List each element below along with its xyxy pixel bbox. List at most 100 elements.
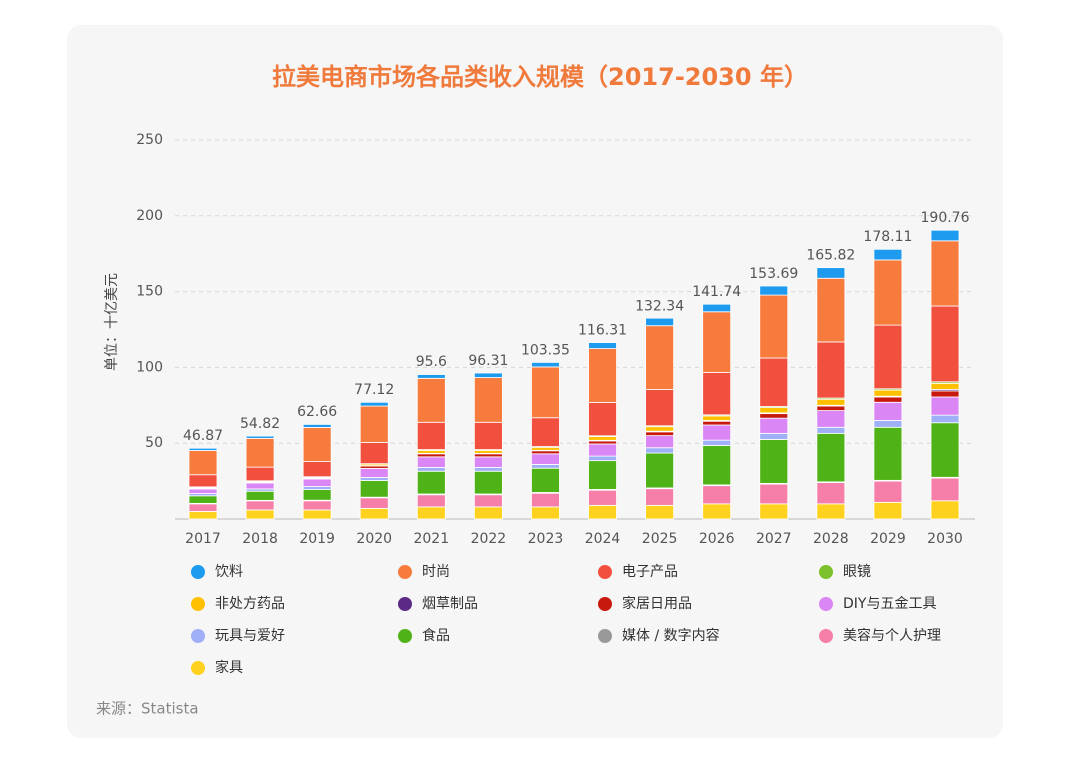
bar-segment xyxy=(245,500,275,511)
bar-segment xyxy=(416,470,446,495)
total-label: 46.87 xyxy=(183,428,223,444)
bar-segment xyxy=(473,453,503,458)
x-tick-label: 2024 xyxy=(585,531,621,547)
bar-segment xyxy=(645,435,675,449)
bar-segment xyxy=(531,361,560,368)
bar-segment xyxy=(416,377,446,423)
bar-segment xyxy=(245,509,275,520)
legend-marker xyxy=(191,629,205,643)
y-tick-label: 250 xyxy=(136,132,163,148)
legend-marker xyxy=(598,629,612,643)
total-label: 132.34 xyxy=(635,298,684,314)
bar-segment xyxy=(531,467,560,493)
bar-segment xyxy=(473,372,503,378)
bar-segment xyxy=(873,501,903,520)
bar-segment xyxy=(416,456,446,468)
bar-segment xyxy=(702,415,732,421)
bar-segment xyxy=(873,248,903,261)
bar-segment xyxy=(188,495,218,504)
legend-label: 媒体 / 数字内容 xyxy=(622,627,720,644)
legend-label: 家居日用品 xyxy=(622,595,692,612)
bar-segment xyxy=(416,374,446,379)
bar-segment xyxy=(759,413,789,419)
total-label: 190.76 xyxy=(921,210,970,226)
total-label: 95.6 xyxy=(416,354,447,370)
x-tick-label: 2027 xyxy=(756,531,792,547)
bar-segment xyxy=(816,341,846,399)
bar-segment xyxy=(930,477,960,502)
bar-segment xyxy=(873,396,903,403)
bar-segment xyxy=(416,449,446,454)
legend-label: 美容与个人护理 xyxy=(843,627,941,644)
legend-label: 眼镜 xyxy=(843,564,871,580)
bar-segment xyxy=(359,442,389,465)
bar-segment xyxy=(359,477,389,481)
bar-segment xyxy=(645,317,675,327)
total-label: 141.74 xyxy=(692,284,741,300)
bar-segment xyxy=(531,450,560,455)
bar-segment xyxy=(759,432,789,440)
x-tick-label: 2021 xyxy=(413,531,449,547)
bar-segment xyxy=(588,440,617,445)
bar-segment xyxy=(645,488,675,506)
bar-segment xyxy=(302,478,332,487)
total-label: 178.11 xyxy=(863,229,912,245)
bar-segment xyxy=(188,511,218,520)
bar-segment xyxy=(588,489,617,506)
bar-segment xyxy=(359,480,389,498)
bar-segment xyxy=(302,489,332,501)
legend-marker xyxy=(398,565,412,579)
bar-segment xyxy=(816,267,846,279)
bar-segment xyxy=(188,488,218,494)
bar-segment xyxy=(359,405,389,443)
legend-marker xyxy=(819,597,833,611)
legend-marker xyxy=(191,565,205,579)
bar-segment xyxy=(245,482,275,490)
bar-segment xyxy=(702,420,732,426)
bar-segment xyxy=(188,447,218,451)
bar-segment xyxy=(188,503,218,512)
x-tick-label: 2025 xyxy=(642,531,678,547)
bar-segment xyxy=(531,492,560,508)
x-tick-label: 2029 xyxy=(870,531,906,547)
bar-segment xyxy=(245,437,275,468)
legend-label: 电子产品 xyxy=(622,564,678,580)
bar-segment xyxy=(873,324,903,390)
bar-segment xyxy=(188,450,218,476)
chart-title: 拉美电商市场各品类收入规模（2017-2030 年） xyxy=(272,63,808,91)
bar-segment xyxy=(873,389,903,397)
bar-segment xyxy=(531,453,560,465)
legend-marker xyxy=(398,597,412,611)
bar-segment xyxy=(416,506,446,520)
legend-marker xyxy=(191,597,205,611)
bar-segment xyxy=(531,446,560,451)
bar-segment xyxy=(416,494,446,508)
bar-segment xyxy=(702,372,732,416)
bar-segment xyxy=(302,424,332,428)
bar-segment xyxy=(645,325,675,390)
bar-segment xyxy=(873,401,903,421)
bar-segment xyxy=(930,229,960,242)
bar-segment xyxy=(473,377,503,423)
bar-segment xyxy=(588,402,617,437)
bar-segment xyxy=(245,435,275,439)
y-tick-label: 150 xyxy=(136,284,163,300)
legend-marker xyxy=(598,565,612,579)
bar-segment xyxy=(873,420,903,428)
bar-segment xyxy=(302,461,332,478)
bar-segment xyxy=(759,294,789,359)
y-tick-label: 50 xyxy=(145,435,163,451)
total-label: 96.31 xyxy=(468,353,508,369)
bar-segment xyxy=(930,240,960,307)
bar-segment xyxy=(702,424,732,441)
bar-segment xyxy=(759,417,789,434)
bar-segment xyxy=(645,452,675,489)
total-label: 54.82 xyxy=(240,416,280,432)
x-tick-label: 2018 xyxy=(242,531,278,547)
bar-segment xyxy=(930,422,960,478)
bar-segment xyxy=(816,482,846,505)
y-tick-label: 200 xyxy=(136,208,163,224)
total-label: 153.69 xyxy=(749,266,798,282)
bar-segment xyxy=(302,509,332,520)
